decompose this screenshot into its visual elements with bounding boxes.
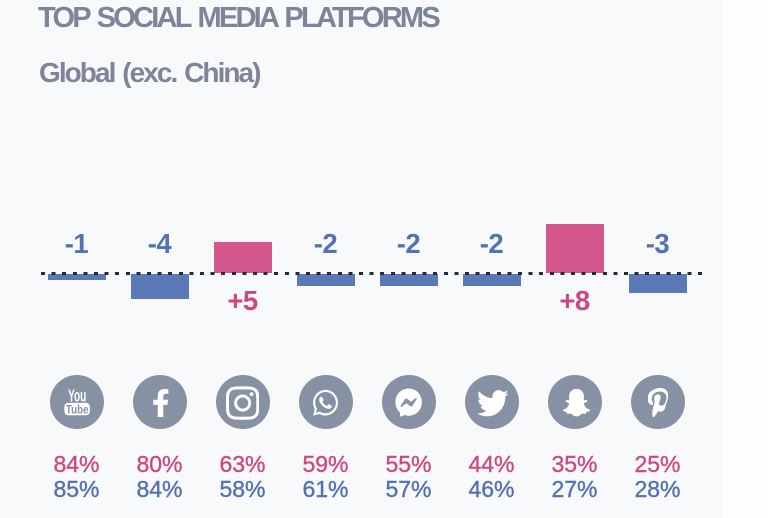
svg-text:You: You — [68, 387, 86, 407]
svg-text:Tube: Tube — [65, 404, 88, 417]
